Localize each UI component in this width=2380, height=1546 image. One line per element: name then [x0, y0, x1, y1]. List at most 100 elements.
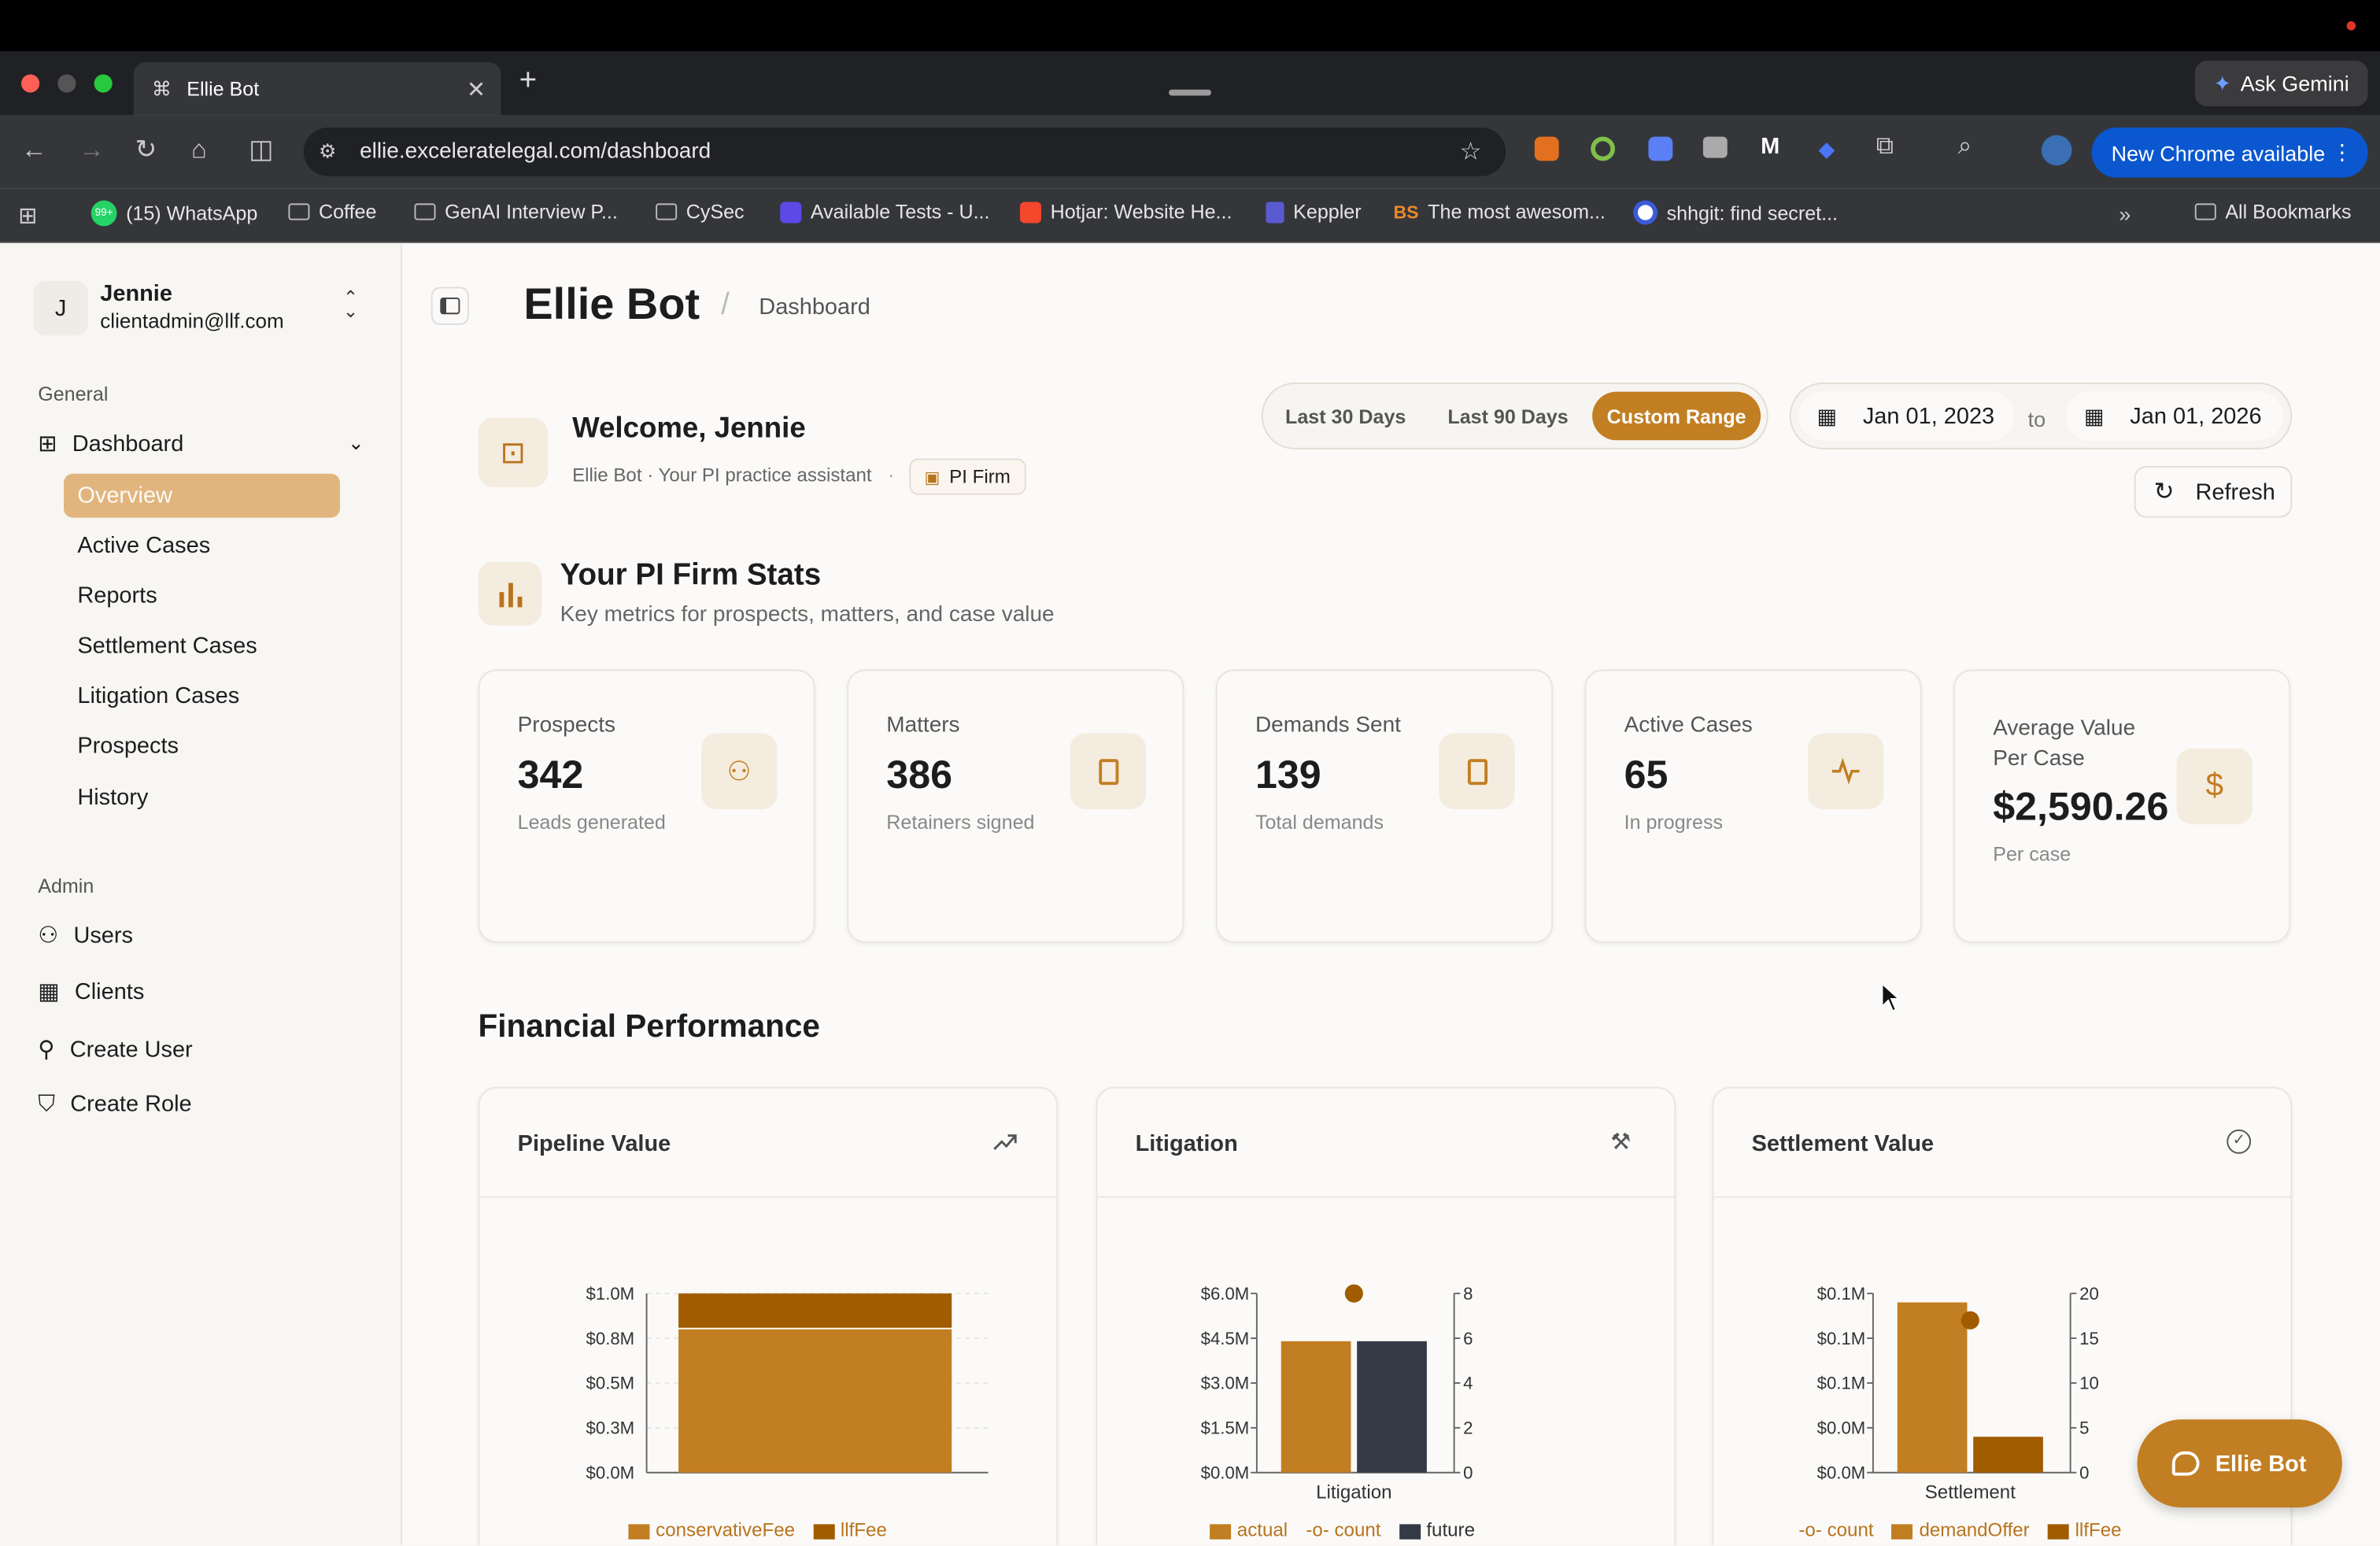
breadcrumb[interactable]: Dashboard	[759, 294, 870, 320]
profile-avatar[interactable]	[2041, 135, 2072, 166]
sidebar-item-overview[interactable]: Overview	[64, 473, 341, 518]
sidebar-item-settlement-cases[interactable]: Settlement Cases	[77, 633, 257, 660]
legend-item-count: -o- count	[1306, 1519, 1381, 1541]
apps-grid-icon[interactable]: ⊞	[18, 203, 38, 230]
stat-label: Average Value Per Case	[1993, 716, 2136, 771]
sidebar-item-prospects[interactable]: Prospects	[77, 733, 179, 760]
bookmark-keppler[interactable]: Keppler	[1266, 200, 1362, 224]
close-tab-icon[interactable]: ✕	[466, 76, 486, 103]
sidebar-item-users[interactable]: ⚇ Users	[38, 922, 133, 949]
bookmark-shhgit[interactable]: shhgit: find secret...	[1633, 200, 1838, 225]
back-icon[interactable]: ←	[21, 135, 47, 165]
welcome-title: Welcome, Jennie	[572, 412, 806, 446]
all-bookmarks[interactable]: All Bookmarks	[2194, 201, 2352, 224]
avatar: J	[33, 280, 88, 336]
gavel-icon: ⚒	[1610, 1129, 1632, 1156]
folder-icon	[656, 203, 678, 220]
welcome-subtitle: Ellie Bot · Your PI practice assistant	[572, 464, 872, 486]
chevron-updown-icon[interactable]: ⌃ ⌄	[342, 287, 359, 322]
chart-title: Litigation	[1135, 1130, 1238, 1157]
extension-fox-icon[interactable]	[1534, 136, 1559, 161]
page-title: Ellie Bot	[523, 280, 700, 330]
sidebar-toggle-icon[interactable]	[431, 287, 469, 325]
y-tick-label: $0.8M	[586, 1329, 635, 1348]
bar-llffee	[1973, 1437, 2043, 1473]
minimize-window-button[interactable]	[57, 74, 76, 93]
sidebar-item-clients[interactable]: ▦ Clients	[38, 978, 144, 1005]
y-tick-label-right: 10	[2079, 1374, 2099, 1393]
bookmark-cysec[interactable]: CySec	[656, 201, 745, 224]
user-email: clientadmin@llf.com	[100, 309, 284, 333]
sidebar-item-dashboard[interactable]: ⊞ Dashboard ⌄	[38, 430, 364, 457]
dollar-icon: $	[2176, 748, 2253, 825]
date-from-picker[interactable]: ▦ Jan 01, 2023	[1798, 391, 2015, 441]
ask-gemini-label: Ask Gemini	[2240, 71, 2349, 96]
extension-shield-icon[interactable]: ◆	[1818, 136, 1835, 161]
close-window-button[interactable]	[21, 74, 40, 93]
ellie-bot-chat-button[interactable]: Ellie Bot	[2137, 1419, 2342, 1508]
home-icon[interactable]: ⌂	[191, 135, 207, 165]
range-last-30[interactable]: Last 30 Days	[1285, 404, 1406, 427]
address-bar[interactable]: ⚙ ellie.exceleratelegal.com/dashboard ☆	[303, 128, 1506, 176]
range-last-90[interactable]: Last 90 Days	[1447, 404, 1569, 427]
sidebar-item-active-cases[interactable]: Active Cases	[77, 532, 211, 559]
sidebar-item-reports[interactable]: Reports	[77, 583, 157, 609]
bookmark-available-tests[interactable]: Available Tests - U...	[780, 201, 989, 224]
user-switcher[interactable]: J Jennie clientadmin@llf.com ⌃ ⌄	[33, 278, 375, 342]
legend-item-actual: actual	[1210, 1520, 1288, 1541]
extension-circle-icon[interactable]	[1591, 136, 1616, 161]
screenshot-icon[interactable]	[1702, 136, 1728, 158]
y-tick-label: $0.5M	[586, 1374, 635, 1393]
split-view-icon[interactable]: ◫	[249, 135, 274, 165]
site-settings-icon[interactable]: ⚙	[319, 139, 337, 163]
range-custom[interactable]: Custom Range	[1592, 391, 1761, 441]
new-tab-button[interactable]: +	[519, 64, 538, 98]
bookmark-star-icon[interactable]: ☆	[1459, 139, 1482, 166]
forward-icon[interactable]: →	[79, 135, 105, 165]
firm-badge: ▣ PI Firm	[909, 458, 1026, 495]
bookmark-awesome[interactable]: BS The most awesom...	[1393, 201, 1605, 224]
gemini-sparkle-icon: ✦	[2213, 70, 2232, 95]
chrome-update-button[interactable]: New Chrome available ⋮	[2091, 128, 2368, 178]
url-text: ellie.exceleratelegal.com/dashboard	[360, 139, 711, 165]
extensions-puzzle-icon[interactable]: ⧉	[1876, 133, 1894, 160]
sidebar-item-history[interactable]: History	[77, 785, 149, 811]
legend-item-conservativefee: conservativeFee	[628, 1520, 795, 1541]
main-content: Ellie Bot / Dashboard ⊡ Welcome, Jennie …	[402, 244, 2380, 1546]
kebab-menu-icon[interactable]: ⋮	[2331, 139, 2353, 165]
stat-card-active-cases: Active Cases 65 In progress	[1584, 669, 1922, 943]
browser-tab-strip: ⌘ Ellie Bot ✕ + ✦ Ask Gemini	[0, 51, 2380, 116]
tab-search-icon[interactable]: ⌕	[1957, 133, 1972, 160]
chevron-down-icon[interactable]: ⌄	[347, 431, 364, 454]
y-tick-label: $0.0M	[586, 1463, 635, 1482]
more-bookmarks-icon[interactable]: »	[2119, 202, 2131, 227]
refresh-button[interactable]: ↻ Refresh	[2134, 466, 2293, 518]
bookmark-label: Keppler	[1293, 200, 1362, 224]
sidebar: J Jennie clientadmin@llf.com ⌃ ⌄ General …	[0, 244, 403, 1546]
subtitle-dot: ·	[888, 464, 895, 486]
bookmark-genai[interactable]: GenAI Interview P...	[414, 201, 618, 224]
x-tick-label: Settlement	[1925, 1482, 2016, 1503]
sidebar-item-create-role[interactable]: ⛉ Create Role	[38, 1092, 191, 1118]
stats-title: Your PI Firm Stats	[560, 558, 822, 593]
maximize-window-button[interactable]	[94, 74, 113, 93]
bookmark-coffee[interactable]: Coffee	[288, 201, 376, 224]
document-icon	[1070, 733, 1147, 809]
extension-camera-icon[interactable]	[1648, 136, 1673, 161]
bookmark-hotjar[interactable]: Hotjar: Website He...	[1020, 201, 1232, 224]
sidebar-item-litigation-cases[interactable]: Litigation Cases	[77, 682, 240, 709]
ask-gemini-button[interactable]: ✦ Ask Gemini	[2194, 61, 2368, 107]
date-to-picker[interactable]: ▦ Jan 01, 2026	[2065, 391, 2283, 441]
legend-item-llffee: llfFee	[2047, 1520, 2122, 1541]
shhgit-icon	[1633, 200, 1658, 225]
browser-tab[interactable]: ⌘ Ellie Bot ✕	[133, 62, 501, 116]
bookmarks-bar: ⊞ 99+ (15) WhatsApp Coffee GenAI Intervi…	[0, 188, 2380, 243]
y-tick-label-left: $0.1M	[1817, 1374, 1866, 1393]
medium-icon[interactable]: M	[1761, 133, 1780, 160]
bookmark-whatsapp[interactable]: 99+ (15) WhatsApp	[91, 200, 257, 227]
bar-chart-icon	[478, 561, 542, 626]
reload-icon[interactable]: ↻	[135, 135, 157, 165]
stat-sub: Retainers signed	[886, 810, 1035, 834]
stat-value: 139	[1255, 751, 1321, 797]
sidebar-item-create-user[interactable]: ⚲ Create User	[38, 1035, 192, 1063]
